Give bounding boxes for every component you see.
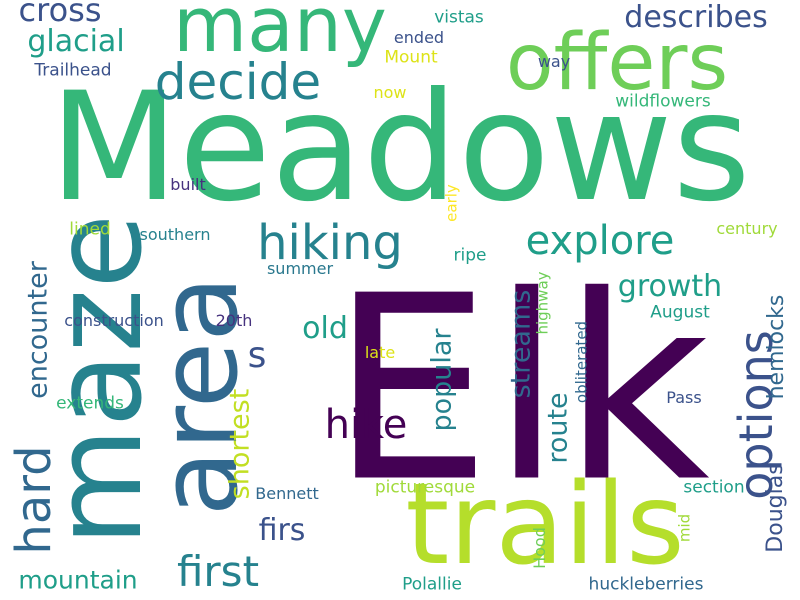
word-trails: trails — [405, 460, 685, 590]
word-decide: decide — [154, 53, 322, 111]
word-explore: explore — [525, 218, 675, 264]
word-highway: highway — [533, 271, 552, 335]
word-early: early — [442, 184, 461, 222]
word-summer: summer — [266, 259, 334, 278]
word-picturesque: picturesque — [374, 477, 476, 498]
word-s: s — [247, 335, 267, 376]
word-obliterated: obliterated — [572, 320, 591, 404]
word-hard: hard — [6, 445, 62, 555]
word-pass: Pass — [666, 388, 702, 407]
word-cross: cross — [18, 0, 102, 29]
word-streams: streams — [505, 289, 537, 399]
word-popular: popular — [426, 328, 458, 432]
word-august: August — [650, 302, 710, 323]
word-built: built — [170, 175, 206, 194]
word-construction: construction — [64, 311, 164, 330]
word-encounter: encounter — [22, 261, 54, 399]
word-20th: 20th — [215, 311, 253, 330]
word-shortest: shortest — [224, 388, 256, 500]
word-meadows: Meadows — [49, 61, 751, 235]
word-offers: offers — [505, 18, 729, 108]
word-elk: Elk — [330, 241, 710, 539]
word-mid: mid — [675, 513, 694, 543]
word-trailhead: Trailhead — [34, 60, 112, 81]
word-lined: lined — [69, 219, 111, 240]
word-mountain: mountain — [18, 565, 138, 595]
word-mount: Mount — [384, 47, 438, 68]
word-many: many — [173, 0, 387, 69]
word-way: way — [537, 52, 571, 71]
word-extends: extends — [56, 393, 124, 414]
word-bennett: Bennett — [255, 484, 319, 503]
word-hiking: hiking — [257, 215, 403, 271]
word-ended: ended — [393, 28, 445, 47]
word-southern: southern — [139, 225, 211, 244]
word-late: late — [364, 343, 396, 362]
word-old: old — [302, 311, 348, 346]
word-route: route — [542, 392, 574, 464]
word-firs: firs — [258, 513, 306, 548]
word-polallie: Polallie — [402, 574, 462, 595]
word-glacial: glacial — [27, 24, 125, 59]
word-wildflowers: wildflowers — [615, 91, 711, 112]
word-growth: growth — [617, 269, 723, 304]
word-ripe: ripe — [453, 245, 487, 266]
word-huckleberries: huckleberries — [588, 574, 704, 595]
word-douglas: Douglas — [763, 463, 788, 553]
word-hemlocks: hemlocks — [764, 294, 789, 400]
word-now: now — [373, 83, 407, 102]
word-section: section — [683, 477, 745, 498]
word-first: first — [176, 547, 260, 596]
word-hood: Hood — [530, 527, 549, 569]
word-century: century — [716, 219, 778, 238]
word-vistas: vistas — [434, 7, 484, 28]
word-hike: hike — [324, 402, 408, 448]
word-describes: describes — [624, 0, 768, 35]
